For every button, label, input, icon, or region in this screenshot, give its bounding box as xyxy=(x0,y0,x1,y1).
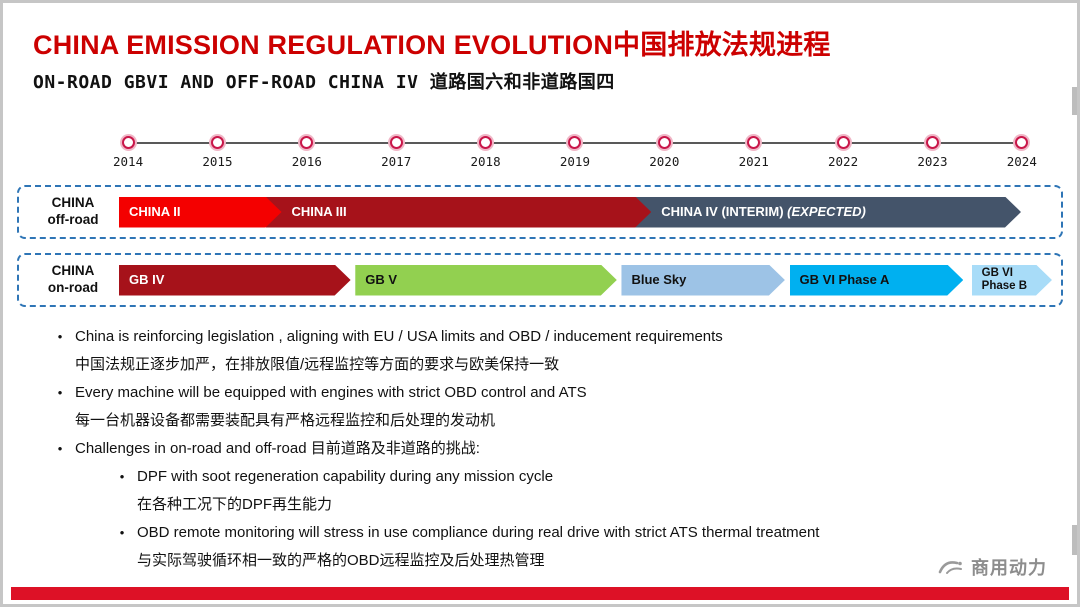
timeline-year: 2015 xyxy=(202,136,232,169)
regulation-arrow-label: GB V xyxy=(365,271,398,287)
bottom-accent-bar xyxy=(11,587,1069,600)
regulation-arrow-label: CHINA IV (INTERIM) (EXPECTED) xyxy=(661,203,866,219)
timeline-year-label: 2014 xyxy=(113,154,144,169)
bullet-text: 在各种工况下的DPF再生能力 xyxy=(137,496,333,513)
timeline-year-label: 2022 xyxy=(828,154,859,169)
regulation-arrow: CHINA IV (INTERIM) (EXPECTED) xyxy=(635,197,1021,228)
regulation-arrow: CHINA II xyxy=(119,197,282,228)
bullet-glyph xyxy=(45,407,75,435)
timeline-year: 2023 xyxy=(917,136,947,169)
bullet-glyph xyxy=(107,547,137,575)
bullet-line: 中国法规正逐步加严，在排放限值/远程监控等方面的要求与欧美保持一致 xyxy=(45,351,1049,379)
logo-text: 商用动力 xyxy=(971,558,1047,578)
bullet-line: • China is reinforcing legislation , alig… xyxy=(45,323,1049,351)
timeline-marker-icon xyxy=(210,136,224,149)
bullet-glyph: • xyxy=(57,441,63,456)
bullet-text: 中国法规正逐步加严，在排放限值/远程监控等方面的要求与欧美保持一致 xyxy=(75,356,560,373)
bullet-text: 每一台机器设备都需要装配具有严格远程监控和后处理的发动机 xyxy=(75,412,496,429)
timeline-year-label: 2015 xyxy=(202,154,233,169)
bullet-line: • Every machine will be equipped with eng… xyxy=(45,379,1049,407)
bullet-glyph xyxy=(107,491,137,519)
regulation-arrow: GB VI Phase A xyxy=(790,265,964,296)
regulation-arrow: GB IV xyxy=(119,265,351,296)
window-edge-mark xyxy=(1072,525,1077,555)
regulation-arrow-label: CHINA II xyxy=(129,203,181,219)
track-label: CHINA on-road xyxy=(47,263,99,295)
timeline-year: 2022 xyxy=(828,136,858,169)
timeline-year-label: 2018 xyxy=(470,154,501,169)
tracks-container: CHINA off-road CHINA II CHINA III CHINA IV (… xyxy=(17,185,1063,307)
regulation-arrow: GB VI Phase B xyxy=(972,265,1052,296)
timeline-year-label: 2021 xyxy=(738,154,769,169)
track-lane: GB IV GB V Blue Sky GB VI Phase A GB VI Phase… xyxy=(119,263,1053,297)
bullet-text: 与实际驾驶循环相一致的严格的OBD远程监控及后处理热管理 xyxy=(137,552,545,569)
track-label: CHINA off-road xyxy=(47,195,99,227)
timeline-marker-icon xyxy=(389,136,403,149)
bullet-glyph: • xyxy=(119,525,125,540)
bullet-glyph xyxy=(45,351,75,379)
timeline-year: 2017 xyxy=(381,136,411,169)
timeline-year-label: 2019 xyxy=(559,154,590,169)
regulation-arrow: Blue Sky xyxy=(621,265,784,296)
timeline-year: 2016 xyxy=(292,136,322,169)
bullet-glyph: • xyxy=(57,329,63,344)
page-title: CHINA EMISSION REGULATION EVOLUTION中国排放法… xyxy=(33,30,831,60)
timeline-year: 2018 xyxy=(471,136,501,169)
timeline: 2014 2015 2016 2017 2018 2019 2020 2021 2022 2023… xyxy=(113,136,1037,169)
timeline-marker-icon xyxy=(836,136,850,149)
regulation-arrow-label: CHINA III xyxy=(291,203,347,219)
bullet-line: 与实际驾驶循环相一致的严格的OBD远程监控及后处理热管理 xyxy=(107,547,1049,575)
timeline-marker-icon xyxy=(657,136,671,149)
timeline-year: 2020 xyxy=(649,136,679,169)
regulation-arrow-label: GB IV xyxy=(129,271,165,287)
track-row: CHINA on-road GB IV GB V Blue Sky GB VI Phase… xyxy=(17,253,1063,307)
window-edge-mark xyxy=(1072,87,1077,115)
timeline-year-label: 2016 xyxy=(291,154,322,169)
timeline-marker-icon xyxy=(300,136,314,149)
regulation-arrow-label: GB VI Phase B xyxy=(981,266,1028,292)
bullet-text: OBD remote monitoring will stress in use… xyxy=(137,524,820,541)
page-subtitle: ON-ROAD GBVI AND OFF-ROAD CHINA IV 道路国六和… xyxy=(33,72,615,93)
bullet-text: Every machine will be equipped with engi… xyxy=(75,384,587,401)
bullet-text: Challenges in on-road and off-road 目前道路及… xyxy=(75,440,480,457)
bullets: • China is reinforcing legislation , alig… xyxy=(45,323,1049,575)
bullet-text: DPF with soot regeneration capability du… xyxy=(137,468,554,485)
track-row: CHINA off-road CHINA II CHINA III CHINA IV (… xyxy=(17,185,1063,239)
timeline-marker-icon xyxy=(747,136,761,149)
timeline-year: 2021 xyxy=(739,136,769,169)
timeline-year-label: 2023 xyxy=(917,154,948,169)
timeline-marker-icon xyxy=(479,136,493,149)
regulation-arrow-label: GB VI Phase A xyxy=(799,271,890,287)
bullet-glyph: • xyxy=(57,385,63,400)
bullet-line: 在各种工况下的DPF再生能力 xyxy=(107,491,1049,519)
timeline-year: 2024 xyxy=(1007,136,1037,169)
track-lane: CHINA II CHINA III CHINA IV (INTERIM) (EXP… xyxy=(119,195,1053,229)
timeline-marker-icon xyxy=(925,136,939,149)
timeline-year-label: 2020 xyxy=(649,154,680,169)
bullet-line: • Challenges in on-road and off-road 目前道路… xyxy=(45,435,1049,463)
timeline-year: 2014 xyxy=(113,136,143,169)
timeline-marker-icon xyxy=(121,136,135,149)
regulation-arrow: CHINA III xyxy=(266,197,652,228)
logo-swoosh-icon xyxy=(937,557,965,577)
bullet-line: 每一台机器设备都需要装配具有严格远程监控和后处理的发动机 xyxy=(45,407,1049,435)
bullet-line: • OBD remote monitoring will stress in us… xyxy=(107,519,1049,547)
company-logo: 商用动力 xyxy=(937,554,1047,580)
regulation-arrow: GB V xyxy=(355,265,617,296)
bullet-text: China is reinforcing legislation , align… xyxy=(75,328,723,345)
timeline-marker-icon xyxy=(1015,136,1029,149)
bullet-line: • DPF with soot regeneration capability d… xyxy=(107,463,1049,491)
timeline-marker-icon xyxy=(568,136,582,149)
timeline-year: 2019 xyxy=(560,136,590,169)
bullet-glyph: • xyxy=(119,469,125,484)
timeline-year-label: 2024 xyxy=(1006,154,1037,169)
timeline-year-label: 2017 xyxy=(381,154,412,169)
regulation-arrow-label: Blue Sky xyxy=(631,271,687,287)
